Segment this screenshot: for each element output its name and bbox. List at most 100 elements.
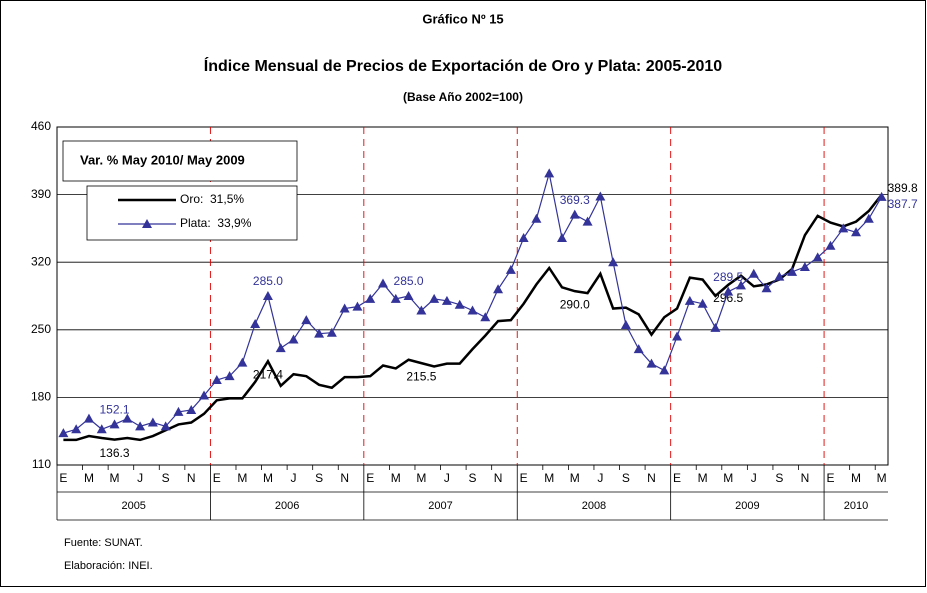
- marker: [339, 303, 350, 313]
- x-tick-label: M: [877, 471, 887, 485]
- marker: [83, 413, 94, 423]
- x-tick-label: N: [647, 471, 656, 485]
- marker: [659, 365, 670, 375]
- credit: Elaboración: INEI.: [64, 560, 153, 572]
- marker: [556, 233, 567, 243]
- legend-label: Oro: 31,5%: [180, 192, 244, 206]
- marker: [799, 262, 810, 272]
- x-tick-label: M: [544, 471, 554, 485]
- marker: [505, 264, 516, 274]
- year-label: 2006: [275, 500, 299, 512]
- series-line: [63, 194, 883, 442]
- marker: [838, 223, 849, 233]
- marker: [851, 227, 862, 237]
- marker: [160, 421, 171, 431]
- chart-title: Índice Mensual de Precios de Exportación…: [204, 56, 723, 75]
- y-tick-label: 390: [31, 187, 51, 201]
- data-label: 387.7: [888, 197, 918, 211]
- marker: [109, 419, 120, 429]
- marker: [876, 191, 887, 201]
- marker: [633, 344, 644, 354]
- x-tick-label: S: [315, 471, 323, 485]
- x-tick-label: M: [698, 471, 708, 485]
- marker: [582, 216, 593, 226]
- data-label: 296.5: [713, 291, 743, 305]
- x-tick-label: N: [494, 471, 503, 485]
- year-label: 2008: [582, 500, 606, 512]
- year-label: 2009: [735, 500, 759, 512]
- marker: [250, 319, 261, 329]
- marker: [454, 299, 465, 309]
- data-label: 217.4: [253, 367, 283, 381]
- marker: [326, 327, 337, 337]
- x-tick-label: J: [137, 471, 143, 485]
- y-tick-label: 320: [31, 254, 51, 268]
- x-tick-label: E: [59, 471, 67, 485]
- marker: [812, 252, 823, 262]
- marker: [288, 334, 299, 344]
- x-tick-label: S: [775, 471, 783, 485]
- legend-marker: [142, 219, 152, 228]
- y-tick-label: 460: [31, 119, 51, 133]
- marker: [365, 293, 376, 303]
- x-tick-label: M: [391, 471, 401, 485]
- x-tick-label: J: [444, 471, 450, 485]
- x-tick-label: M: [851, 471, 861, 485]
- marker: [825, 240, 836, 250]
- marker: [186, 404, 197, 414]
- marker: [352, 301, 363, 311]
- data-label: 290.0: [560, 297, 590, 311]
- marker: [863, 213, 874, 223]
- data-label: 389.8: [888, 181, 918, 195]
- marker: [441, 295, 452, 305]
- marker: [275, 343, 286, 353]
- x-tick-label: N: [801, 471, 810, 485]
- x-tick-label: E: [366, 471, 374, 485]
- x-tick-label: M: [723, 471, 733, 485]
- marker: [787, 266, 798, 276]
- x-tick-label: S: [162, 471, 170, 485]
- marker: [237, 357, 248, 367]
- marker: [71, 424, 82, 434]
- x-tick-label: E: [826, 471, 834, 485]
- marker: [531, 213, 542, 223]
- marker: [416, 305, 427, 315]
- marker: [262, 291, 273, 300]
- year-label: 2010: [844, 500, 868, 512]
- marker: [493, 284, 504, 294]
- legend-title-box: [62, 140, 298, 182]
- y-tick-label: 250: [31, 322, 51, 336]
- x-tick-label: M: [570, 471, 580, 485]
- data-label: 369.3: [560, 193, 590, 207]
- marker: [147, 417, 158, 427]
- y-tick-label: 180: [31, 390, 51, 404]
- x-tick-label: J: [751, 471, 757, 485]
- marker: [390, 293, 401, 303]
- data-label: 289.5: [713, 270, 743, 284]
- marker: [403, 291, 414, 300]
- legend-box: [86, 185, 298, 241]
- marker: [224, 371, 235, 381]
- marker: [761, 283, 772, 293]
- marker: [646, 358, 657, 368]
- marker: [697, 298, 708, 308]
- y-tick-label: 110: [32, 457, 51, 471]
- marker: [723, 286, 734, 296]
- marker: [211, 375, 222, 385]
- marker: [518, 233, 529, 243]
- x-tick-label: S: [468, 471, 476, 485]
- marker: [710, 322, 721, 332]
- marker: [672, 331, 683, 341]
- marker: [96, 424, 107, 434]
- marker: [684, 295, 695, 305]
- data-label: 285.0: [394, 274, 424, 288]
- x-tick-label: E: [520, 471, 528, 485]
- marker: [122, 413, 133, 423]
- year-label: 2005: [121, 500, 145, 512]
- marker: [378, 278, 389, 288]
- x-tick-label: M: [84, 471, 94, 485]
- marker: [774, 271, 785, 281]
- x-tick-label: M: [237, 471, 247, 485]
- marker: [314, 328, 325, 338]
